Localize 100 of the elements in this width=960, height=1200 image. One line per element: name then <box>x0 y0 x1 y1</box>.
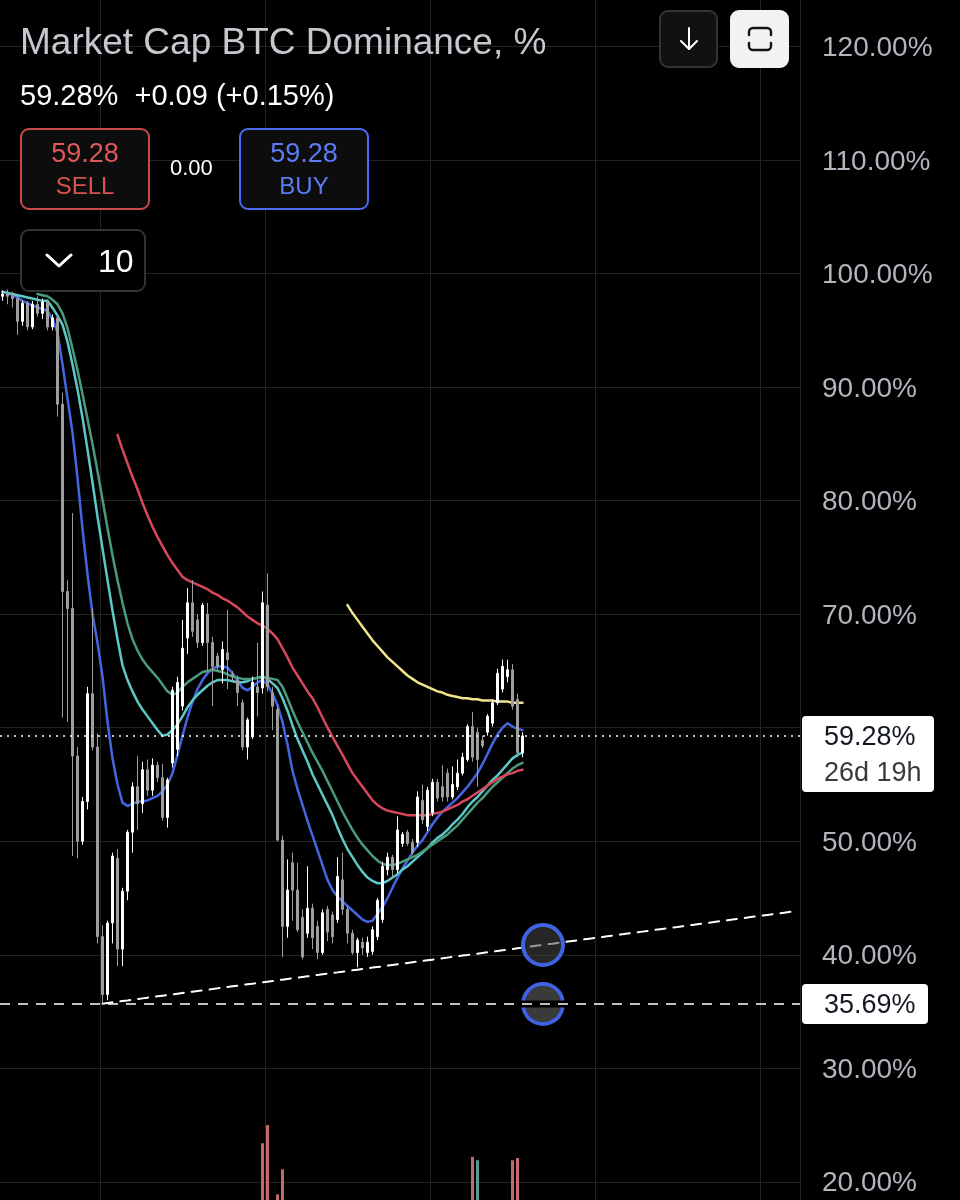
candlestick <box>156 761 159 783</box>
candlestick <box>256 642 259 717</box>
y-tick-label: 50.00% <box>822 825 917 857</box>
candlestick <box>281 835 284 958</box>
candlestick <box>186 587 189 655</box>
candlestick <box>421 783 424 825</box>
candlestick <box>391 854 394 879</box>
candlestick <box>366 936 369 958</box>
candlestick <box>336 856 339 924</box>
ref-line-label: 35.69% <box>824 987 916 1021</box>
candlestick <box>396 815 399 874</box>
y-tick-label: 80.00% <box>822 485 917 517</box>
candlestick <box>151 757 154 797</box>
y-tick-label: 70.00% <box>822 598 917 630</box>
candlestick <box>341 852 344 916</box>
candlestick <box>326 905 329 942</box>
candlestick <box>241 698 244 751</box>
candlestick <box>431 778 434 817</box>
candlestick <box>16 295 19 336</box>
candlestick <box>121 887 124 967</box>
candlestick <box>471 711 474 763</box>
candlestick <box>71 512 74 857</box>
candlestick <box>406 829 409 847</box>
candlestick <box>321 908 324 956</box>
candlestick <box>41 298 44 320</box>
candlestick <box>491 698 494 728</box>
candlestick <box>261 590 264 695</box>
candlestick <box>56 312 59 418</box>
candlestick <box>436 778 439 803</box>
candlestick <box>81 796 84 846</box>
candlestick <box>306 865 309 939</box>
candlestick <box>441 764 444 803</box>
candlestick <box>351 929 354 956</box>
candlestick <box>446 768 449 803</box>
candlestick <box>376 897 379 941</box>
y-tick-label: 30.00% <box>822 1052 917 1084</box>
candlestick <box>411 838 414 856</box>
candlestick <box>416 790 419 848</box>
candlestick <box>361 937 364 956</box>
candlestick <box>146 759 149 797</box>
candlestick <box>36 295 39 318</box>
candlestick <box>516 693 519 758</box>
candlestick <box>216 652 219 672</box>
text: Market Cap BTC Dominance, % <box>20 20 547 64</box>
candlestick <box>141 761 144 814</box>
candlestick <box>201 602 204 647</box>
annotation: 59.28 <box>270 137 338 170</box>
candlestick <box>191 579 194 638</box>
line-series <box>346 603 524 704</box>
candlestick <box>106 920 109 1001</box>
sell-button: 59.28 SELL <box>20 128 150 210</box>
candlestick <box>506 659 509 683</box>
candlestick <box>226 609 229 690</box>
candlestick <box>126 829 129 901</box>
candlestick <box>161 763 164 822</box>
candlestick <box>456 759 459 791</box>
candlestick <box>101 924 104 1005</box>
candlestick <box>496 668 499 706</box>
candlestick <box>481 735 484 749</box>
candlestick <box>476 727 479 788</box>
candlestick <box>166 777 169 829</box>
candlestick <box>486 713 489 737</box>
candlestick <box>46 299 49 331</box>
candlestick <box>301 908 304 960</box>
candlestick <box>271 686 274 731</box>
candlestick <box>136 755 139 831</box>
y-tick-label: 40.00% <box>822 939 917 971</box>
line-series <box>116 433 524 817</box>
candlestick <box>51 313 54 331</box>
candlestick <box>346 905 349 944</box>
text: 26d 19h <box>824 755 922 789</box>
annotation: BUY <box>279 171 329 201</box>
candlestick <box>461 752 464 776</box>
candlestick <box>181 619 184 712</box>
candlestick <box>21 300 24 327</box>
ref-line-label: 59.28% <box>824 719 917 753</box>
y-tick-label: 90.00% <box>822 371 917 403</box>
candlestick <box>356 937 359 968</box>
candlestick <box>91 608 94 751</box>
candlestick <box>331 911 334 944</box>
candlestick <box>66 579 69 723</box>
candlestick <box>131 781 134 854</box>
candlestick <box>196 613 199 649</box>
candlestick <box>286 858 289 939</box>
annotation: SELL <box>55 171 115 201</box>
annotation: 0.00 <box>170 155 213 181</box>
candlestick <box>6 289 9 305</box>
candlestick <box>61 392 64 718</box>
candlestick <box>401 831 404 848</box>
candlestick <box>316 920 319 960</box>
buy-button: 59.28 BUY <box>239 128 369 210</box>
text: 59.28% +0.09 (+0.15%) <box>20 78 335 112</box>
candlestick <box>26 300 29 331</box>
candlestick <box>111 852 114 944</box>
candlestick <box>231 670 234 681</box>
candlestick <box>511 663 514 711</box>
candlestick <box>291 852 294 922</box>
candlestick <box>116 848 119 967</box>
candlestick <box>11 291 14 309</box>
candlestick <box>221 640 224 684</box>
